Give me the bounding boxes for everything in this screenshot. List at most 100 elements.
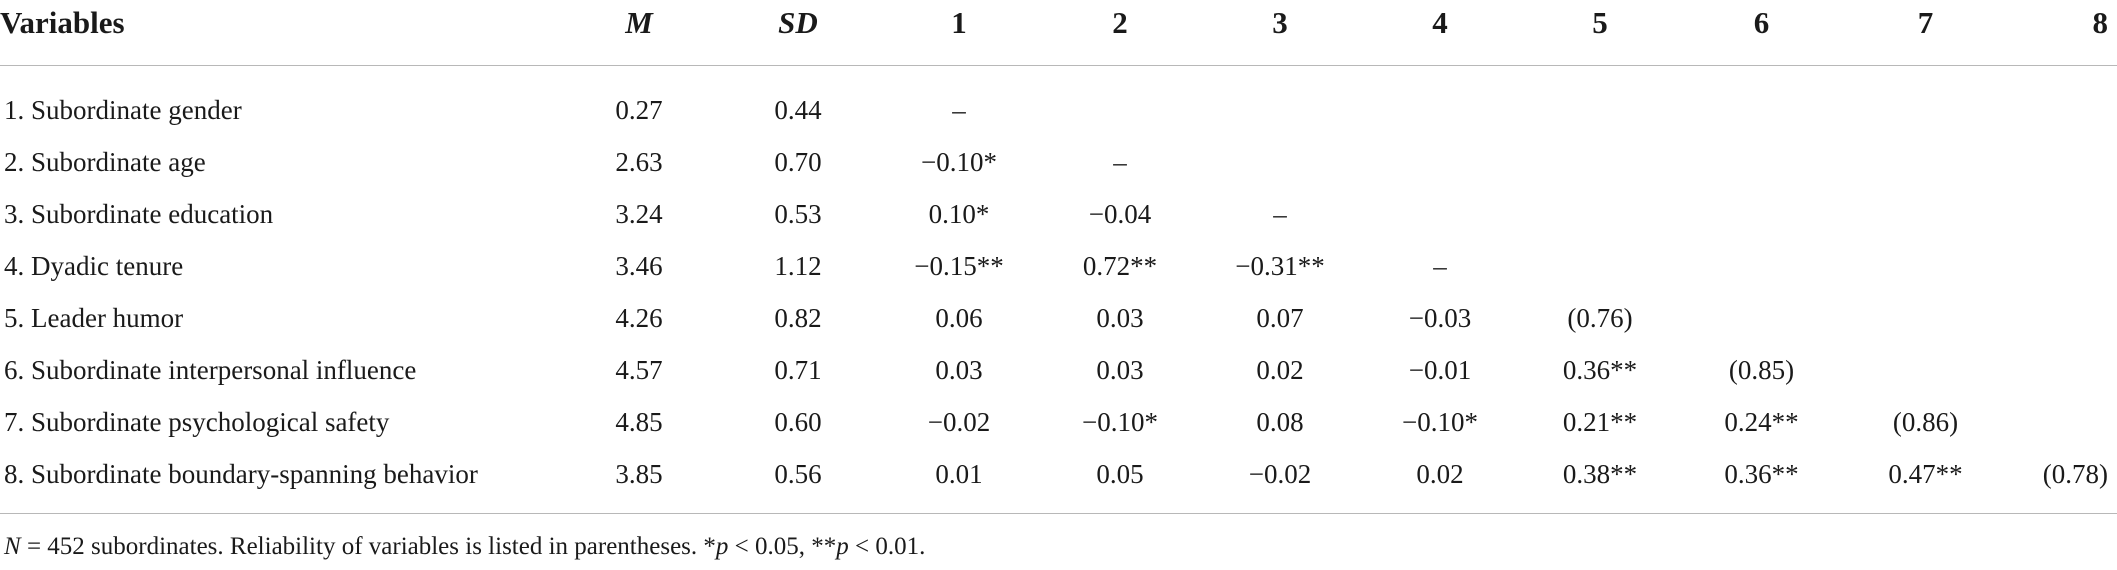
cell-r8 <box>2008 344 2108 396</box>
cell-r6: 0.24** <box>1724 406 1799 437</box>
cell-r4: −0.03 <box>1408 302 1472 333</box>
cell-sd: 0.82 <box>774 302 822 333</box>
cell-r7 <box>1843 188 2008 240</box>
table-row: 7. Subordinate psychological safety 4.85… <box>0 396 2108 448</box>
cell-r6 <box>1680 240 1843 292</box>
cell-r2: −0.10* <box>1082 406 1158 437</box>
table-row: 8. Subordinate boundary-spanning behavio… <box>0 448 2108 500</box>
table-row: 1. Subordinate gender 0.27 0.44 – <box>0 46 2108 136</box>
cell-r2: 0.72** <box>1082 250 1158 281</box>
footnote-text: = 452 subordinates. Reliability of varia… <box>20 533 716 560</box>
cell-mean: 2.63 <box>615 146 663 177</box>
cell-r3 <box>1200 46 1360 136</box>
cell-r5 <box>1520 136 1680 188</box>
header-variables: Variables <box>0 5 125 40</box>
cell-r3: 0.02 <box>1256 354 1304 385</box>
table-row: 5. Leader humor 4.26 0.82 0.06 0.03 0.07… <box>0 292 2108 344</box>
row-variable: 6. Subordinate interpersonal influence <box>4 354 417 385</box>
cell-sd: 0.44 <box>774 94 822 125</box>
cell-r4: 0.02 <box>1416 458 1464 489</box>
cell-sd: 0.56 <box>774 458 822 489</box>
cell-r7 <box>1843 46 2008 136</box>
cell-r2: 0.05 <box>1096 458 1144 489</box>
cell-r1: 0.03 <box>935 354 983 385</box>
cell-r6 <box>1680 46 1843 136</box>
cell-r6: (0.85) <box>1728 354 1795 385</box>
header-col-8: 8 <box>2092 5 2109 40</box>
cell-r7: 0.47** <box>1888 458 1963 489</box>
cell-r7 <box>1843 344 2008 396</box>
cell-r2: 0.03 <box>1096 302 1144 333</box>
cell-r4: −0.01 <box>1408 354 1472 385</box>
cell-r5: 0.38** <box>1562 458 1638 489</box>
header-sd: SD <box>778 5 818 40</box>
table-row: 2. Subordinate age 2.63 0.70 −0.10* – <box>0 136 2108 188</box>
table-header-row: Variables M SD 1 2 3 4 5 6 7 8 <box>0 0 2108 46</box>
cell-r4 <box>1360 136 1520 188</box>
cell-r3: 0.08 <box>1256 406 1304 437</box>
cell-r5: (0.76) <box>1567 302 1633 333</box>
header-col-4: 4 <box>1432 5 1448 40</box>
cell-r8 <box>2008 292 2108 344</box>
header-mean: M <box>625 5 653 40</box>
cell-r2: −0.04 <box>1088 198 1152 229</box>
cell-r1: – <box>952 94 966 125</box>
row-variable: 7. Subordinate psychological safety <box>4 406 390 437</box>
header-col-5: 5 <box>1592 5 1608 40</box>
cell-mean: 4.26 <box>615 302 663 333</box>
cell-r7: (0.86) <box>1892 406 1959 437</box>
header-col-1: 1 <box>951 5 967 40</box>
cell-r1: 0.01 <box>935 458 983 489</box>
cell-r2: – <box>1113 146 1127 177</box>
cell-mean: 3.46 <box>615 250 663 281</box>
cell-r1: 0.10* <box>928 198 990 229</box>
header-col-2: 2 <box>1112 5 1128 40</box>
cell-mean: 4.85 <box>615 406 663 437</box>
cell-r6 <box>1680 188 1843 240</box>
row-variable: 1. Subordinate gender <box>4 94 242 125</box>
row-variable: 2. Subordinate age <box>4 146 206 177</box>
cell-sd: 0.70 <box>774 146 822 177</box>
cell-r4: −0.10* <box>1402 406 1478 437</box>
cell-r6: 0.36** <box>1724 458 1799 489</box>
table-row: 6. Subordinate interpersonal influence 4… <box>0 344 2108 396</box>
cell-sd: 1.12 <box>774 250 822 281</box>
row-variable: 4. Dyadic tenure <box>4 250 184 281</box>
cell-r4 <box>1360 46 1520 136</box>
cell-r2 <box>1040 46 1200 136</box>
cell-r4: – <box>1433 250 1447 281</box>
cell-r3: −0.31** <box>1235 250 1325 281</box>
cell-r8: (0.78) <box>2042 458 2108 489</box>
cell-mean: 3.24 <box>615 198 663 229</box>
cell-r1: −0.15** <box>914 250 1004 281</box>
cell-r6 <box>1680 292 1843 344</box>
cell-r8 <box>2008 396 2108 448</box>
table-row: 3. Subordinate education 3.24 0.53 0.10*… <box>0 188 2108 240</box>
footnote-p-symbol: p <box>715 533 729 560</box>
row-variable: 8. Subordinate boundary-spanning behavio… <box>4 458 478 489</box>
cell-mean: 0.27 <box>615 94 663 125</box>
cell-r8 <box>2008 136 2108 188</box>
footer-rule <box>0 513 2117 514</box>
cell-r7 <box>1843 292 2008 344</box>
cell-r3: −0.02 <box>1248 458 1312 489</box>
cell-r4 <box>1360 188 1520 240</box>
cell-r1: −0.02 <box>927 406 991 437</box>
cell-r1: −0.10* <box>921 146 997 177</box>
footnote-p2-text: < 0.01. <box>848 533 926 560</box>
header-col-7: 7 <box>1917 5 1934 40</box>
cell-r8 <box>2008 46 2108 136</box>
cell-r5 <box>1520 240 1680 292</box>
cell-r5: 0.36** <box>1562 354 1638 385</box>
cell-sd: 0.71 <box>774 354 822 385</box>
cell-mean: 3.85 <box>615 458 663 489</box>
cell-r3: – <box>1273 198 1287 229</box>
cell-sd: 0.60 <box>774 406 822 437</box>
cell-r7 <box>1843 240 2008 292</box>
cell-r6 <box>1680 136 1843 188</box>
cell-r3 <box>1200 136 1360 188</box>
cell-r3: 0.07 <box>1256 302 1304 333</box>
cell-r7 <box>1843 136 2008 188</box>
cell-r5: 0.21** <box>1562 406 1638 437</box>
header-col-6: 6 <box>1753 5 1770 40</box>
